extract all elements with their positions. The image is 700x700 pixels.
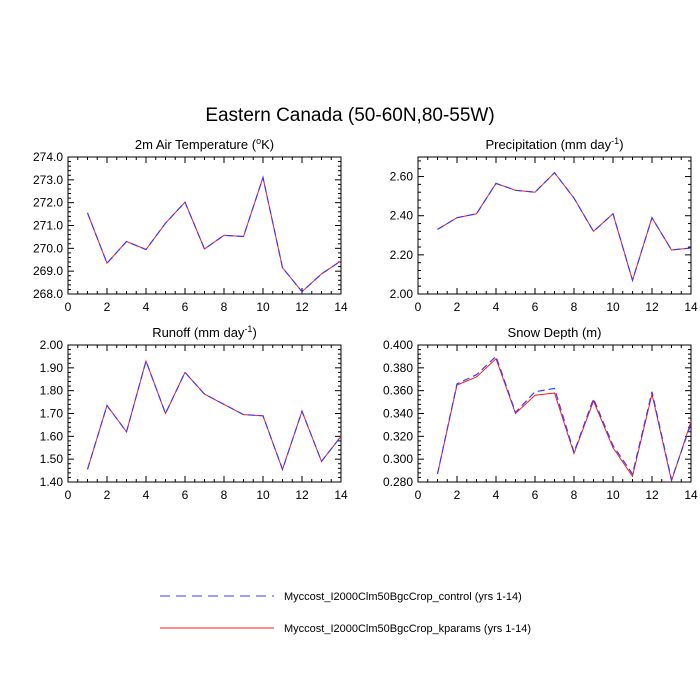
panel-title-tail: ) — [619, 137, 623, 152]
series-line-kparams — [87, 175, 341, 293]
y-tick-label: 0.320 — [383, 429, 413, 443]
x-tick-label: 0 — [415, 488, 422, 502]
y-tick-label: 2.00 — [390, 287, 414, 301]
y-tick-label: 2.60 — [390, 170, 414, 184]
x-tick-label: 0 — [415, 300, 422, 314]
panel-title-main: Snow Depth (m) — [508, 325, 602, 340]
x-tick-label: 10 — [606, 488, 620, 502]
x-tick-label: 8 — [221, 300, 228, 314]
y-tick-label: 273.0 — [33, 173, 63, 187]
x-tick-label: 6 — [532, 300, 539, 314]
y-tick-label: 1.70 — [40, 407, 64, 421]
x-tick-label: 14 — [684, 488, 698, 502]
panel-title-main: 2m Air Temperature ( — [135, 137, 257, 152]
x-tick-label: 8 — [571, 300, 578, 314]
y-tick-label: 2.20 — [390, 248, 414, 262]
x-tick-label: 2 — [454, 488, 461, 502]
y-tick-label: 268.0 — [33, 287, 63, 301]
x-tick-label: 14 — [334, 488, 348, 502]
x-tick-label: 4 — [493, 488, 500, 502]
x-tick-label: 4 — [143, 488, 150, 502]
panel-title-runoff: Runoff (mm day-1) — [152, 324, 257, 340]
x-tick-label: 6 — [182, 300, 189, 314]
x-tick-label: 0 — [65, 300, 72, 314]
y-tick-label: 1.80 — [40, 384, 64, 398]
x-tick-label: 2 — [454, 300, 461, 314]
x-tick-label: 4 — [493, 300, 500, 314]
y-tick-label: 271.0 — [33, 219, 63, 233]
y-tick-label: 270.0 — [33, 241, 63, 255]
panel-title-air-temperature: 2m Air Temperature (oK) — [135, 136, 274, 152]
x-tick-label: 12 — [645, 488, 659, 502]
panels-group: 2m Air Temperature (oK) 0 2 4 6 8 10 12 14 268.0 2… — [33, 136, 698, 502]
x-tick-label: 12 — [645, 300, 659, 314]
x-tick-label: 2 — [104, 300, 111, 314]
x-tick-label: 4 — [143, 300, 150, 314]
x-tick-label: 6 — [532, 488, 539, 502]
series-line-kparams — [437, 357, 691, 482]
panel-title-superscript: -1 — [611, 136, 619, 146]
panel-title-tail: ) — [252, 325, 256, 340]
panel-title-main: Precipitation (mm day — [485, 137, 611, 152]
panel-title-tail: K) — [261, 137, 274, 152]
y-tick-label: 0.360 — [383, 384, 413, 398]
y-tick-label: 2.40 — [390, 209, 414, 223]
legend: Myccost_I2000Clm50BgcCrop_control (yrs 1… — [160, 591, 531, 635]
x-tick-label: 2 — [104, 488, 111, 502]
panel-air-temperature: 2m Air Temperature (oK) 0 2 4 6 8 10 12 14 268.0 2… — [33, 136, 348, 314]
y-tick-label: 0.400 — [383, 338, 413, 352]
series-line-control — [86, 359, 341, 472]
x-tick-label: 10 — [606, 300, 620, 314]
x-tick-label: 10 — [256, 300, 270, 314]
y-tick-label: 274.0 — [33, 150, 63, 164]
panel-title-superscript: o — [256, 136, 261, 146]
legend-label-kparams: Myccost_I2000Clm50BgcCrop_kparams (yrs 1… — [284, 623, 531, 635]
x-tick-label: 10 — [256, 488, 270, 502]
y-tick-label: 269.0 — [33, 264, 63, 278]
series-line-control — [437, 171, 691, 283]
panel-title-snow-depth: Snow Depth (m) — [508, 325, 602, 340]
x-tick-label: 14 — [334, 300, 348, 314]
x-tick-label: 8 — [221, 488, 228, 502]
panel-title-main: Runoff (mm day — [152, 325, 245, 340]
y-tick-label: 1.60 — [40, 429, 64, 443]
y-tick-label: 1.50 — [40, 452, 64, 466]
legend-label-control: Myccost_I2000Clm50BgcCrop_control (yrs 1… — [284, 591, 522, 603]
figure-title: Eastern Canada (50-60N,80-55W) — [205, 105, 494, 126]
panel-snow-depth: Snow Depth (m) 0 2 4 6 8 10 12 14 0.280 0.300 0.320… — [383, 325, 698, 502]
y-tick-label: 0.300 — [383, 452, 413, 466]
panel-runoff: Runoff (mm day-1) 0 2 4 6 8 10 12 14 1.40 1.50 1.60… — [40, 324, 348, 502]
y-tick-label: 0.380 — [383, 361, 413, 375]
panel-title-superscript: -1 — [244, 324, 252, 334]
x-tick-label: 6 — [182, 488, 189, 502]
x-tick-label: 0 — [65, 488, 72, 502]
x-tick-label: 14 — [684, 300, 698, 314]
x-tick-label: 12 — [295, 488, 309, 502]
panel-title-precipitation: Precipitation (mm day-1) — [485, 136, 623, 152]
y-tick-label: 0.280 — [383, 475, 413, 489]
y-tick-label: 0.340 — [383, 407, 413, 421]
x-tick-label: 8 — [571, 488, 578, 502]
panel-precipitation: Precipitation (mm day-1) 0 2 4 6 8 10 12 14 2.00 2… — [390, 136, 698, 314]
series-line-control — [436, 355, 691, 482]
y-tick-label: 2.00 — [40, 338, 64, 352]
x-tick-label: 12 — [295, 300, 309, 314]
y-tick-label: 1.40 — [40, 475, 64, 489]
y-tick-label: 272.0 — [33, 196, 63, 210]
y-tick-label: 1.90 — [40, 361, 64, 375]
